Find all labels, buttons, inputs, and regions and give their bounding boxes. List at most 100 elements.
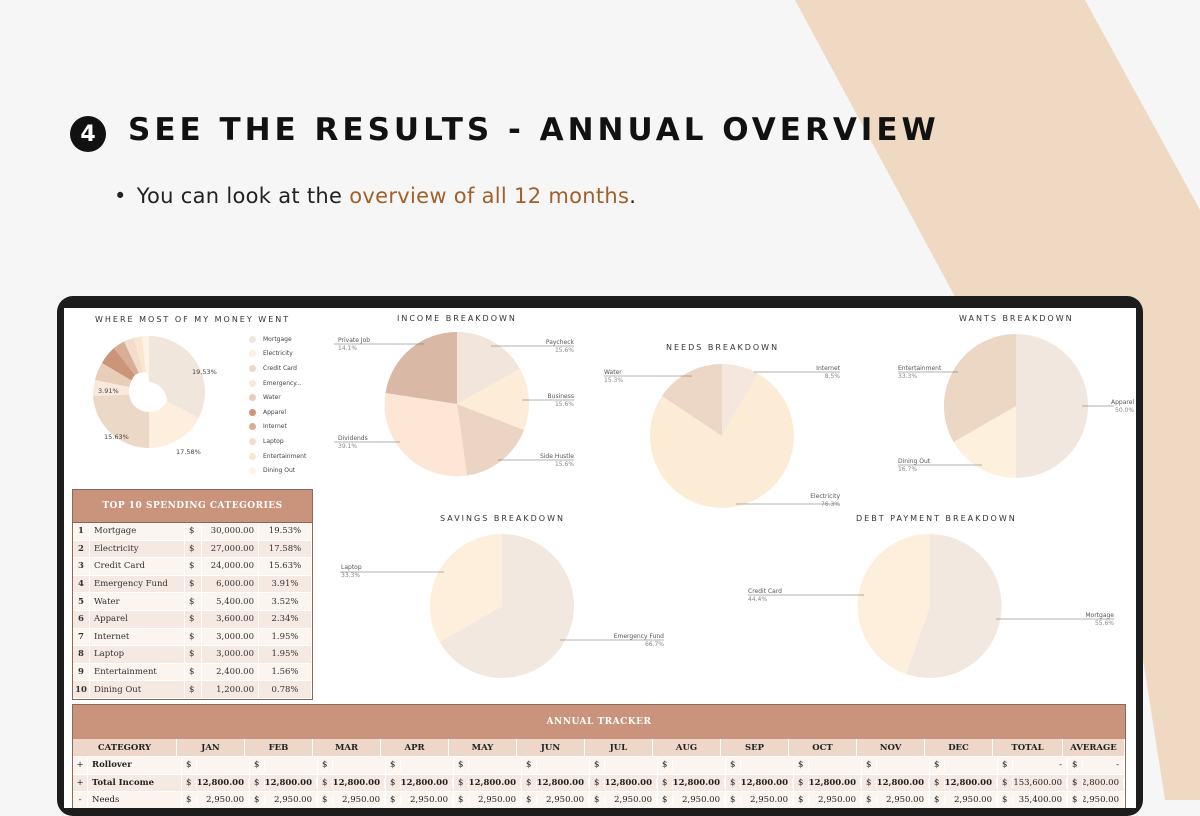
- month-cell[interactable]: $12,800.00: [930, 774, 998, 791]
- debt-chart-title: DEBT PAYMENT BREAKDOWN: [856, 514, 1017, 523]
- row-expand-toggle[interactable]: +: [73, 774, 88, 791]
- needs-label-internet: Internet: [816, 365, 840, 372]
- month-cell[interactable]: $: [658, 757, 726, 774]
- average-cell: $ -: [1068, 757, 1125, 774]
- table-row[interactable]: + Total Income $12,800.00 $12,800.00 $12,800…: [73, 774, 1125, 792]
- month-cell[interactable]: $2,950.00: [590, 792, 658, 808]
- top10-table: TOP 10 SPENDING CATEGORIES 1 Mortgage $30,…: [72, 489, 313, 700]
- table-row[interactable]: 8 Laptop $3,000.00 1.95%: [73, 646, 312, 664]
- month-cell[interactable]: $: [590, 757, 658, 774]
- month-cell[interactable]: $: [726, 757, 794, 774]
- month-cell[interactable]: $: [182, 757, 250, 774]
- legend-item: Entertainment: [249, 449, 306, 464]
- debt-pie-chart: Mortgage 55.6% Credit Card 44.4%: [748, 533, 1114, 678]
- income-label-business: Business: [548, 393, 574, 400]
- wants-chart-title: WANTS BREAKDOWN: [959, 314, 1074, 323]
- month-cell[interactable]: $: [318, 757, 386, 774]
- wants-pct-entertainment: 33.3%: [898, 373, 917, 380]
- income-slice-side-hustle: [457, 404, 524, 476]
- income-pct-paycheck: 15.6%: [555, 347, 574, 354]
- month-cell[interactable]: $12,800.00: [182, 774, 250, 791]
- charts-canvas: 19.53% 17.58% 15.63% 3.91% Paycheck 15.6…: [92, 331, 1134, 678]
- needs-pct-electricity: 76.3%: [821, 501, 840, 508]
- donut-slice-laptop: [124, 338, 143, 373]
- income-slice-private-job: [385, 331, 457, 404]
- month-cell[interactable]: $12,800.00: [862, 774, 930, 791]
- wants-slice-dining-out: [953, 406, 1016, 478]
- savings-label-laptop: Laptop: [341, 564, 362, 571]
- month-cell[interactable]: $12,800.00: [386, 774, 454, 791]
- table-row[interactable]: 2 Electricity $27,000.00 17.58%: [73, 540, 312, 559]
- legend-item: Mortgage: [249, 332, 306, 347]
- month-cell[interactable]: $: [250, 757, 318, 774]
- month-cell[interactable]: $: [794, 757, 862, 774]
- income-label-private-job: Private Job: [338, 337, 370, 344]
- donut-label-4: 3.91%: [98, 387, 119, 395]
- spending-donut-chart: 19.53% 17.58% 15.63% 3.91%: [92, 336, 217, 456]
- month-cell[interactable]: $: [930, 757, 998, 774]
- needs-slice-electricity: [649, 373, 794, 508]
- month-cell[interactable]: $12,800.00: [454, 774, 522, 791]
- savings-slice-laptop: [429, 534, 502, 642]
- month-cell[interactable]: $: [454, 757, 522, 774]
- month-cell[interactable]: $2,950.00: [658, 792, 726, 808]
- table-row[interactable]: - Needs $2,950.00 $2,950.00 $2,950.00 $2,950.…: [73, 792, 1125, 808]
- savings-pie-chart: Emergency Fund 66.7% Laptop 33.3%: [340, 534, 664, 678]
- spending-legend: Mortgage Electricity Credit Card Emergen…: [249, 332, 306, 478]
- month-cell[interactable]: $2,950.00: [726, 792, 794, 808]
- month-cell[interactable]: $12,800.00: [522, 774, 590, 791]
- total-cell: $ -: [998, 757, 1068, 774]
- month-cell[interactable]: $: [862, 757, 930, 774]
- month-cell[interactable]: $2,950.00: [862, 792, 930, 808]
- table-row[interactable]: 7 Internet $3,000.00 1.95%: [73, 628, 312, 647]
- month-cell[interactable]: $2,950.00: [318, 792, 386, 808]
- month-cell[interactable]: $: [386, 757, 454, 774]
- table-row[interactable]: 5 Water $5,400.00 3.52%: [73, 593, 312, 611]
- month-cell[interactable]: $: [522, 757, 590, 774]
- month-cell[interactable]: $12,800.00: [590, 774, 658, 791]
- donut-slice-emergency: [92, 380, 130, 396]
- income-label-dividends: Dividends: [338, 435, 368, 442]
- spending-chart-title: WHERE MOST OF MY MONEY WENT: [95, 315, 291, 324]
- donut-label-2: 17.58%: [176, 448, 201, 456]
- month-cell[interactable]: $2,950.00: [522, 792, 590, 808]
- month-cell[interactable]: $12,800.00: [726, 774, 794, 791]
- table-row[interactable]: 10 Dining Out $1,200.00 0.78%: [73, 681, 312, 699]
- table-row[interactable]: 9 Entertainment $2,400.00 1.56%: [73, 663, 312, 682]
- month-cell[interactable]: $2,950.00: [386, 792, 454, 808]
- needs-label-water: Water: [604, 369, 622, 376]
- row-expand-toggle[interactable]: -: [73, 792, 88, 808]
- month-cell[interactable]: $12,800.00: [250, 774, 318, 791]
- bullet-prefix: You can look at the: [136, 184, 350, 208]
- needs-slice-internet: [722, 363, 758, 436]
- wants-pct-dining-out: 16.7%: [898, 466, 917, 473]
- average-cell: $12,800.00: [1068, 774, 1125, 791]
- legend-item: Dining Out: [249, 463, 306, 478]
- table-row[interactable]: 4 Emergency Fund $6,000.00 3.91%: [73, 575, 312, 594]
- debt-pct-mortgage: 55.6%: [1095, 620, 1114, 627]
- wants-label-entertainment: Entertainment: [898, 365, 942, 372]
- row-expand-toggle[interactable]: +: [73, 757, 88, 774]
- table-row[interactable]: 6 Apparel $3,600.00 2.34%: [73, 610, 312, 629]
- income-pct-private-job: 14.1%: [338, 345, 357, 352]
- month-cell[interactable]: $2,950.00: [454, 792, 522, 808]
- month-cell[interactable]: $12,800.00: [794, 774, 862, 791]
- savings-pct-laptop: 33.3%: [341, 572, 360, 579]
- donut-slice-dining: [142, 336, 149, 382]
- month-cell[interactable]: $12,800.00: [318, 774, 386, 791]
- month-cell[interactable]: $12,800.00: [658, 774, 726, 791]
- table-row[interactable]: 3 Credit Card $24,000.00 15.63%: [73, 558, 312, 576]
- tracker-header-row: CATEGORY JAN FEB MAR APR MAY JUN JUL AUG…: [73, 739, 1125, 757]
- table-row[interactable]: 1 Mortgage $30,000.00 19.53%: [73, 523, 312, 541]
- table-row[interactable]: + Rollover $ $ $ $ $ $ $ $ $ $ $ $ $ - $ -: [73, 757, 1125, 775]
- needs-pie-chart: Internet 8.5% Electricity 76.3% Water 15…: [604, 363, 841, 508]
- legend-item: Emergency...: [249, 376, 306, 391]
- month-cell[interactable]: $2,950.00: [930, 792, 998, 808]
- row-category: Total Income: [88, 774, 182, 791]
- month-cell[interactable]: $2,950.00: [794, 792, 862, 808]
- month-cell[interactable]: $2,950.00: [182, 792, 250, 808]
- savings-label-emergency-fund: Emergency Fund: [614, 633, 664, 640]
- month-cell[interactable]: $2,950.00: [250, 792, 318, 808]
- needs-label-electricity: Electricity: [810, 493, 840, 500]
